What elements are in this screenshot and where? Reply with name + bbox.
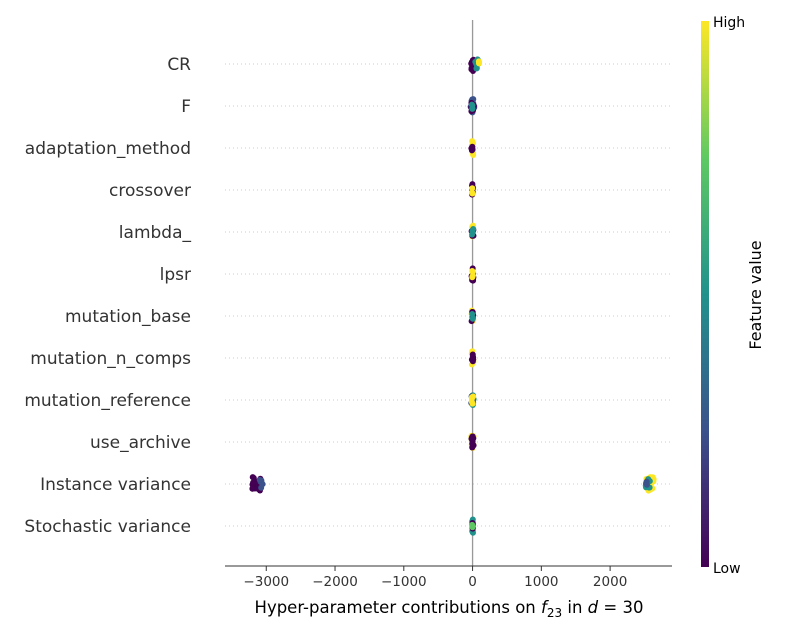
x-tick-label: 2000	[593, 574, 627, 590]
data-point	[249, 485, 256, 492]
x-axis-label: Hyper-parameter contributions on f23 in …	[255, 598, 644, 620]
data-point	[469, 433, 476, 440]
feature-label: F	[181, 97, 191, 117]
data-point	[643, 481, 650, 488]
data-point	[476, 59, 483, 66]
feature-label: crossover	[109, 181, 191, 201]
data-point	[468, 398, 475, 405]
data-point	[469, 272, 476, 279]
colorbar: High Low Feature value	[701, 15, 765, 577]
feature-label: adaptation_method	[25, 139, 191, 159]
data-point	[469, 190, 476, 197]
colorbar-gradient	[701, 21, 709, 567]
feature-label: lpsr	[160, 265, 191, 285]
x-tick-label: 0	[468, 574, 477, 590]
feature-label: mutation_base	[65, 307, 191, 327]
feature-label: use_archive	[90, 433, 191, 453]
x-tick-label: −1000	[381, 574, 427, 590]
feature-label: lambda_	[119, 223, 192, 243]
x-axis: −3000 −2000 −1000 0 1000 2000	[225, 565, 672, 590]
data-point	[250, 479, 257, 486]
data-point	[469, 143, 476, 150]
data-point	[469, 231, 476, 238]
data-point	[473, 65, 480, 72]
data-point	[470, 393, 477, 400]
data-point	[256, 476, 263, 483]
row-guides	[225, 63, 672, 527]
x-tick-label: 1000	[524, 574, 558, 590]
data-point	[249, 474, 256, 481]
data-point	[469, 443, 476, 450]
colorbar-low-label: Low	[713, 561, 741, 577]
data-point	[469, 521, 476, 528]
data-point	[469, 311, 476, 318]
feature-label: mutation_reference	[24, 391, 191, 411]
data-point	[259, 481, 266, 488]
feature-label: Instance variance	[40, 475, 191, 495]
colorbar-title: Feature value	[746, 240, 765, 349]
colorbar-high-label: High	[713, 15, 745, 31]
x-tick-label: −3000	[243, 574, 289, 590]
data-point	[468, 101, 475, 108]
feature-label: mutation_n_comps	[30, 349, 191, 369]
data-point	[469, 315, 476, 322]
feature-label: CR	[167, 55, 191, 75]
data-point	[469, 185, 476, 192]
points-layer	[249, 56, 657, 536]
x-tick-label: −2000	[312, 574, 358, 590]
feature-label: Stochastic variance	[24, 517, 191, 537]
data-point	[468, 356, 475, 363]
